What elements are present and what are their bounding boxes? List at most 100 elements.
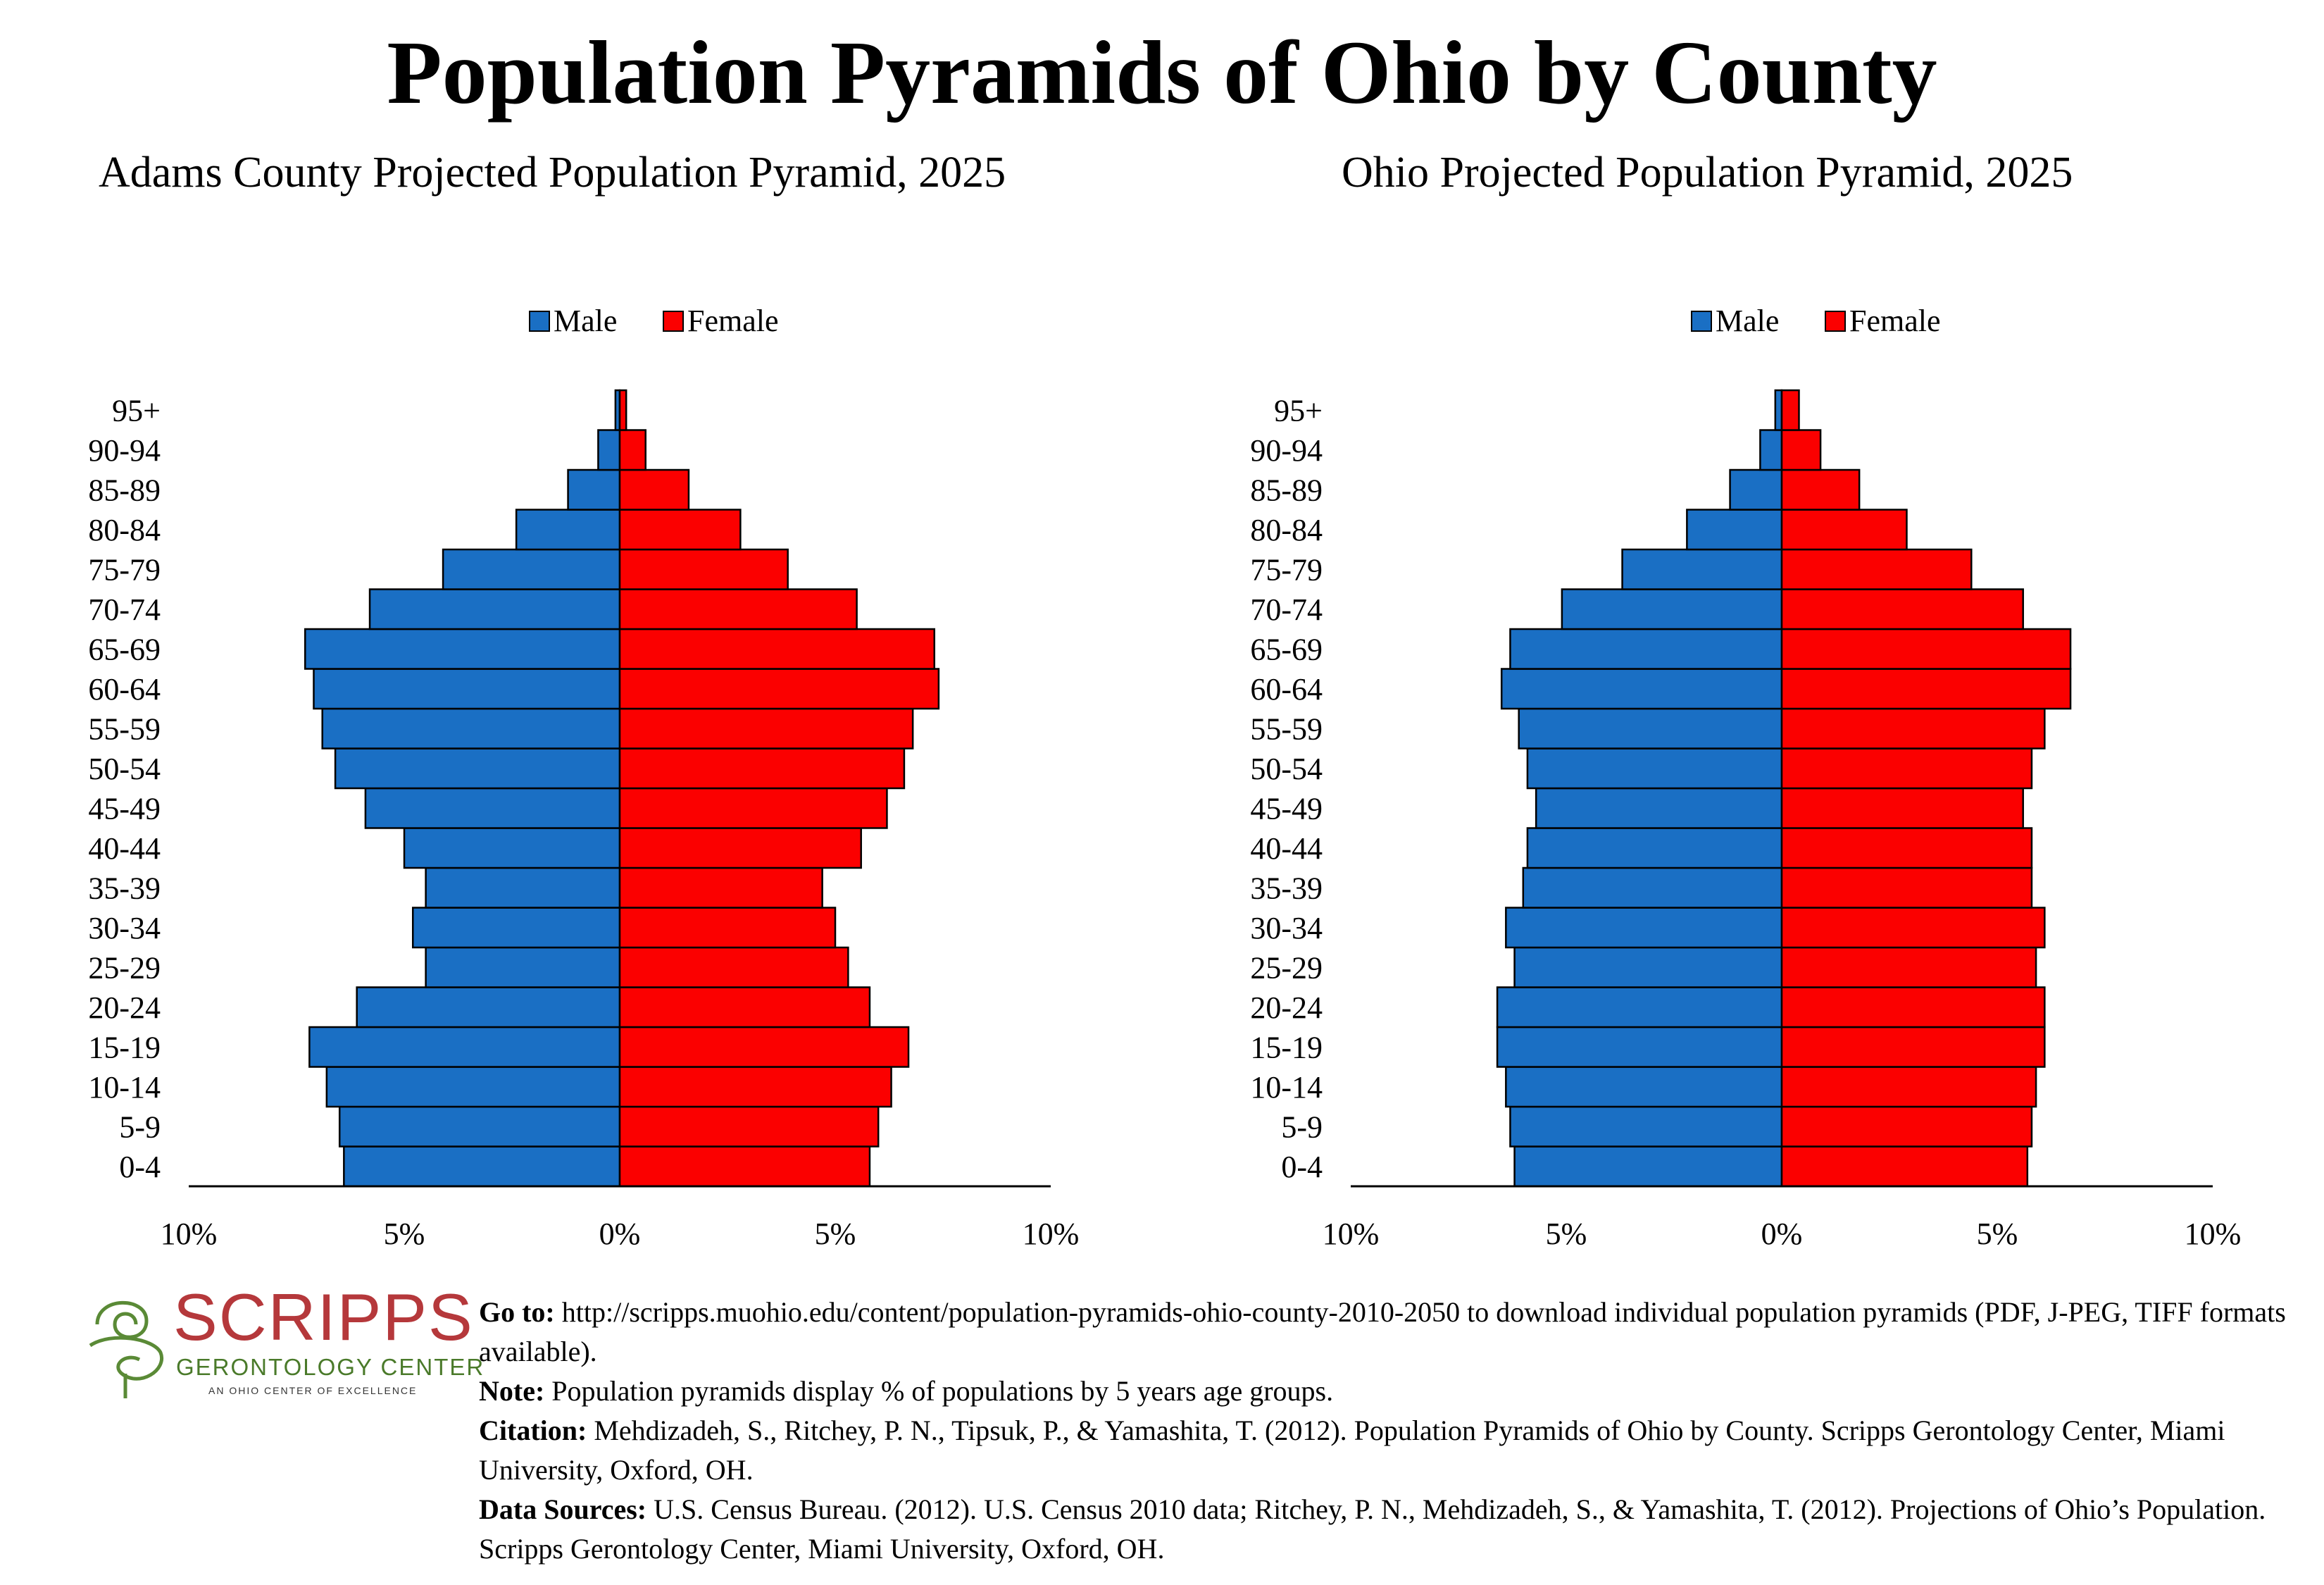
age-label: 65-69 [88, 632, 161, 666]
legend-label-female: Female [1849, 304, 1941, 338]
bar-female-20-24 [618, 986, 871, 1028]
bar-female-45-49 [1780, 787, 2024, 829]
x-tick-label: 5% [384, 1217, 425, 1251]
bar-female-85-89 [1780, 468, 1861, 511]
bar-female-95+ [1780, 389, 1800, 431]
x-tick-label: 10% [1023, 1217, 1080, 1251]
footer-notes: Go to: http://scripps.muohio.edu/content… [479, 1293, 2310, 1569]
bar-female-40-44 [618, 827, 862, 869]
bar-female-25-29 [618, 946, 849, 988]
bar-female-65-69 [1780, 628, 2072, 670]
age-label: 30-34 [1250, 911, 1323, 945]
legend-label-male: Male [554, 304, 617, 338]
goto-line: Go to: http://scripps.muohio.edu/content… [479, 1293, 2310, 1372]
bar-male-20-24 [356, 986, 621, 1028]
bar-male-45-49 [1535, 787, 1783, 829]
bar-female-95+ [618, 389, 627, 431]
bar-male-15-19 [1496, 1026, 1783, 1068]
legend-swatch-female [1825, 311, 1846, 332]
bar-female-0-4 [1780, 1145, 2029, 1188]
legend-label-female: Female [687, 304, 779, 338]
bar-male-35-39 [1522, 866, 1783, 909]
bar-female-35-39 [1780, 866, 2033, 909]
age-label: 95+ [1274, 393, 1323, 428]
ohio-pyramid-chart: Male Female 0-4 5-9 10-14 15-19 20-24 25-29 30-3… [1250, 304, 2241, 1251]
age-label: 55-59 [88, 711, 161, 746]
adams-county-pyramid-chart: Male Female 0-4 5-9 10-14 15-19 20-24 25-29 30-3… [88, 304, 1080, 1251]
x-tick-label: 5% [1546, 1217, 1587, 1251]
goto-text: http://scripps.muohio.edu/content/popula… [479, 1296, 2286, 1367]
bar-male-25-29 [1513, 946, 1783, 988]
note-label: Note: [479, 1375, 545, 1407]
bar-female-90-94 [618, 429, 646, 471]
bar-female-60-64 [618, 668, 940, 710]
logo-tagline: AN OHIO CENTER OF EXCELLENCE [208, 1385, 418, 1396]
bar-female-55-59 [1780, 707, 2046, 750]
age-label: 60-64 [88, 672, 161, 707]
bar-male-65-69 [1509, 628, 1783, 670]
age-label: 55-59 [1250, 711, 1323, 746]
citation-text: Mehdizadeh, S., Ritchey, P. N., Tipsuk, … [479, 1415, 2225, 1486]
bar-female-65-69 [618, 628, 936, 670]
bar-male-60-64 [313, 668, 621, 710]
bar-male-60-64 [1500, 668, 1783, 710]
bar-female-70-74 [618, 588, 858, 630]
sources-line: Data Sources: U.S. Census Bureau. (2012)… [479, 1490, 2310, 1569]
age-label: 45-49 [1250, 791, 1323, 826]
bar-male-10-14 [325, 1066, 621, 1108]
bar-male-30-34 [1505, 907, 1783, 949]
age-label: 95+ [112, 393, 161, 428]
bar-male-70-74 [1561, 588, 1783, 630]
bar-female-40-44 [1780, 827, 2033, 869]
bar-female-35-39 [618, 866, 823, 909]
legend-swatch-female [663, 311, 684, 332]
bar-male-65-69 [304, 628, 621, 670]
age-label: 15-19 [1250, 1030, 1323, 1064]
bar-male-35-39 [425, 866, 621, 909]
age-label: 50-54 [1250, 752, 1323, 786]
bar-male-25-29 [425, 946, 621, 988]
bar-female-5-9 [618, 1105, 880, 1148]
legend-swatch-male [529, 311, 550, 332]
bar-male-55-59 [1518, 707, 1783, 750]
bar-female-70-74 [1780, 588, 2024, 630]
x-tick-label: 0% [1761, 1217, 1803, 1251]
bar-male-50-54 [334, 747, 621, 790]
age-label: 5-9 [119, 1110, 161, 1144]
bar-male-80-84 [1686, 509, 1783, 551]
age-label: 60-64 [1250, 672, 1323, 707]
age-label: 85-89 [88, 473, 161, 507]
bar-female-55-59 [618, 707, 914, 750]
age-label: 30-34 [88, 911, 161, 945]
bar-male-80-84 [515, 509, 621, 551]
bar-male-40-44 [403, 827, 621, 869]
bar-male-15-19 [308, 1026, 621, 1068]
x-tick-label: 0% [599, 1217, 641, 1251]
x-tick-label: 10% [161, 1217, 218, 1251]
age-label: 90-94 [88, 433, 161, 468]
age-label: 65-69 [1250, 632, 1323, 666]
bar-female-15-19 [618, 1026, 910, 1068]
bar-female-20-24 [1780, 986, 2046, 1028]
x-tick-label: 10% [1323, 1217, 1380, 1251]
bar-female-50-54 [618, 747, 906, 790]
x-tick-label: 5% [815, 1217, 856, 1251]
bar-female-10-14 [618, 1066, 892, 1108]
age-label: 0-4 [119, 1150, 161, 1184]
bar-male-55-59 [321, 707, 621, 750]
age-label: 40-44 [88, 831, 161, 866]
bar-female-25-29 [1780, 946, 2037, 988]
bar-female-5-9 [1780, 1105, 2033, 1148]
age-label: 35-39 [88, 871, 161, 905]
bar-female-80-84 [1780, 509, 1908, 551]
age-label: 40-44 [1250, 831, 1323, 866]
age-label: 75-79 [1250, 552, 1323, 587]
citation-line: Citation: Mehdizadeh, S., Ritchey, P. N.… [479, 1411, 2310, 1490]
bar-female-75-79 [1780, 548, 1973, 590]
bar-male-90-94 [597, 429, 621, 471]
note-text: Population pyramids display % of populat… [551, 1375, 1334, 1407]
bar-male-5-9 [1509, 1105, 1783, 1148]
bar-female-60-64 [1780, 668, 2072, 710]
bar-male-20-24 [1496, 986, 1783, 1028]
legend-swatch-male [1691, 311, 1712, 332]
